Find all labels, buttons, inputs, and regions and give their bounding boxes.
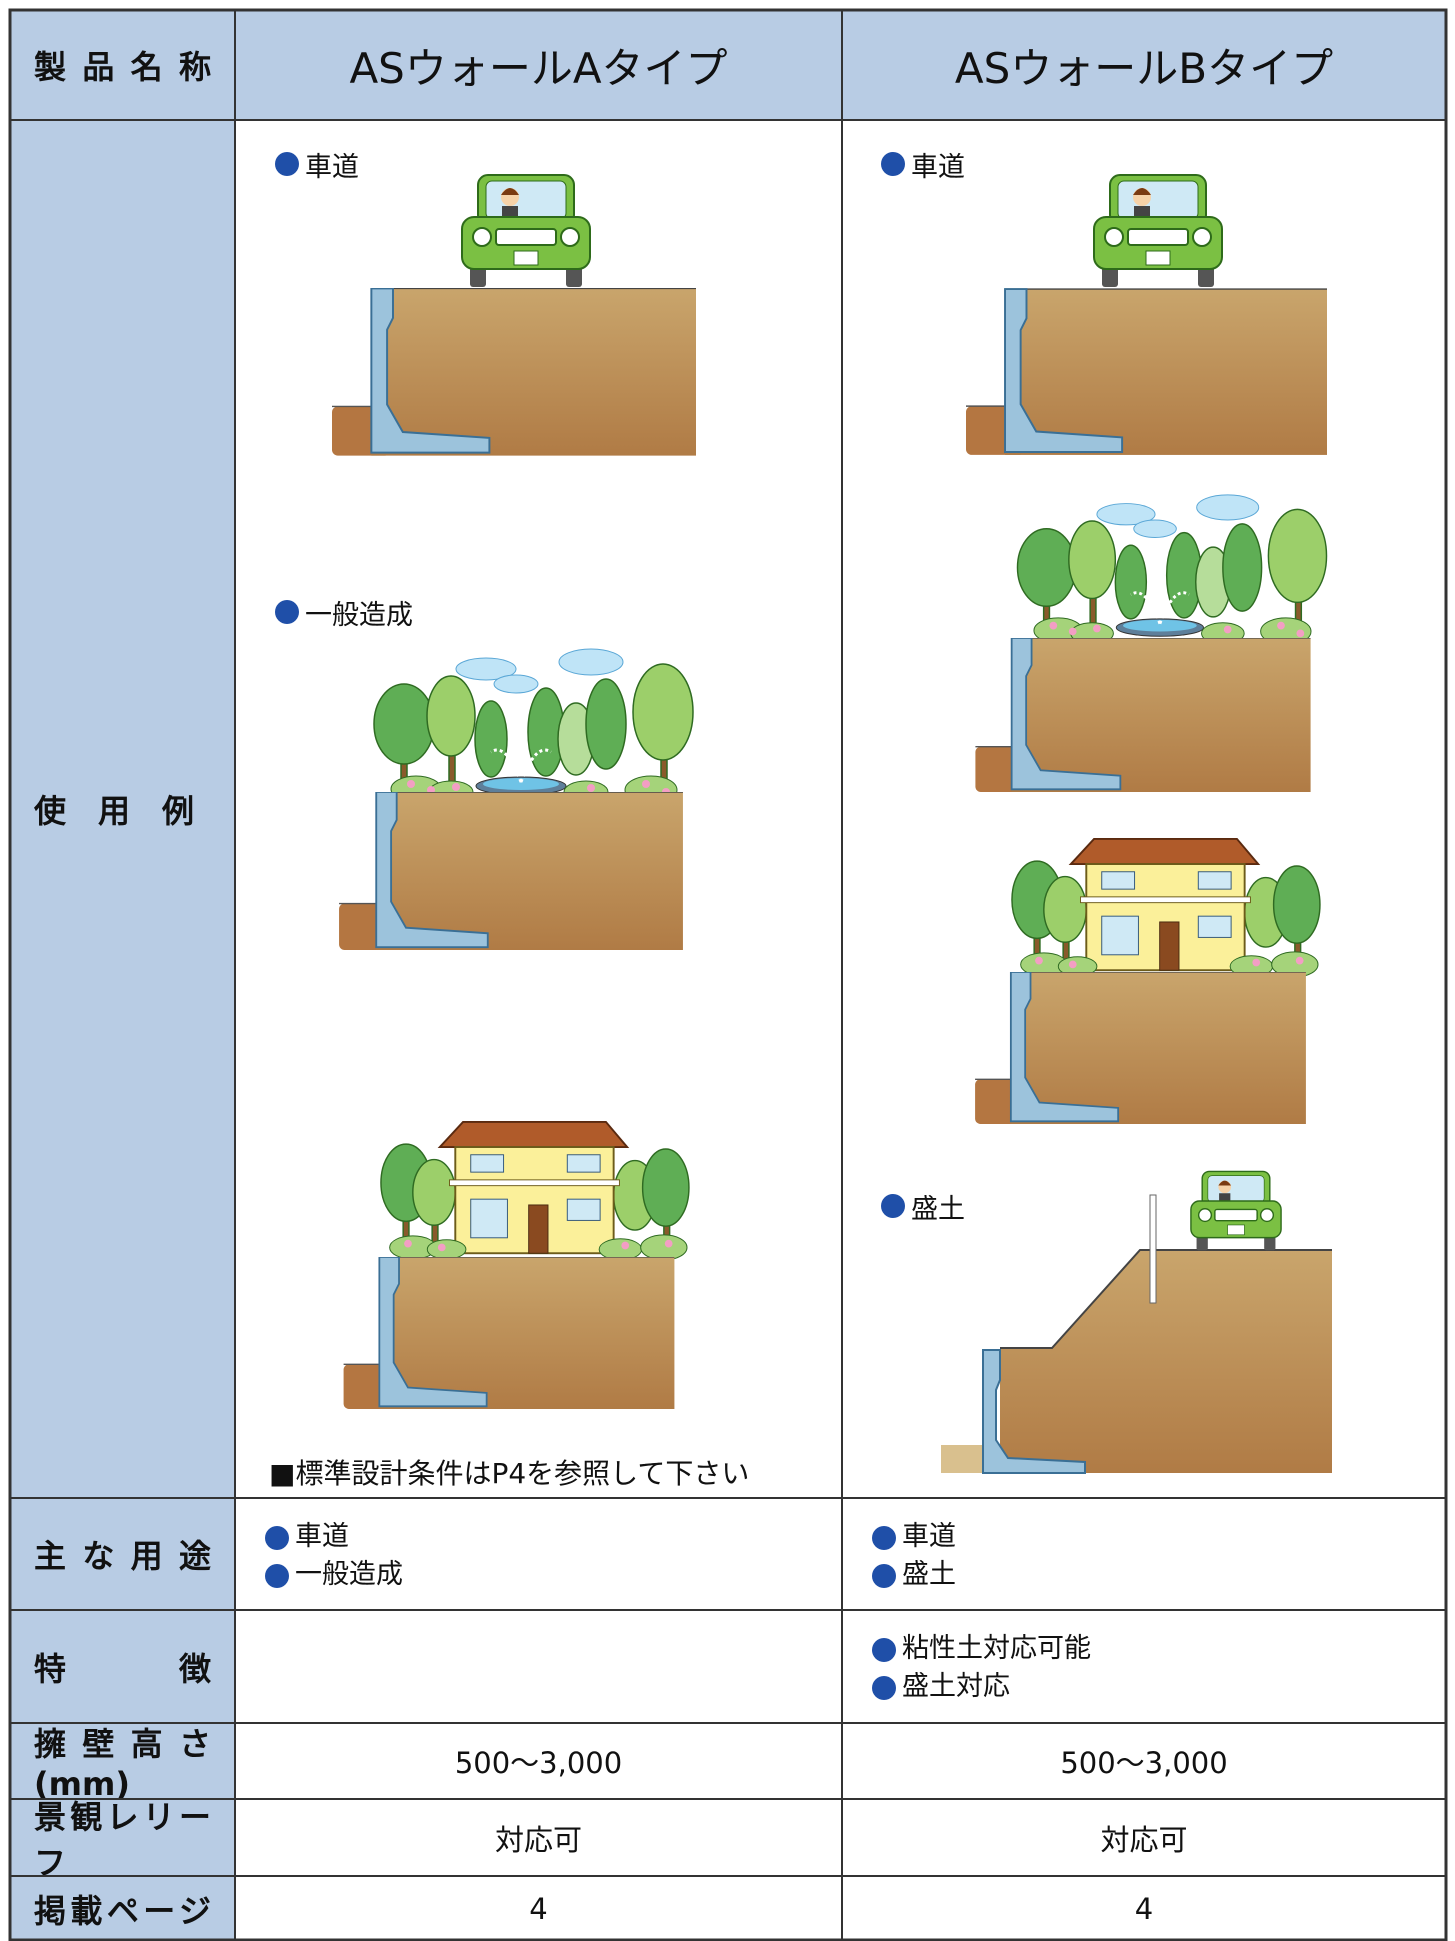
note: ■標準設計条件はP4を参照して下さい <box>269 1457 750 1490</box>
bullet-list: 車道 一般造成 <box>235 1498 842 1610</box>
label-text: 擁壁高さ(mm) <box>34 1725 211 1803</box>
column-header: ASウォールBタイプ <box>842 10 1446 120</box>
embankment <box>941 1170 1332 1474</box>
caption: 一般造成 <box>275 593 413 632</box>
list-item: 一般造成 <box>265 1556 842 1594</box>
row-label: 主な用途 <box>10 1498 235 1610</box>
bullet-list: 粘性土対応可能 盛土対応 <box>842 1610 1446 1723</box>
cell-value: 4 <box>1134 1891 1154 1926</box>
cell-value: 500〜3,000 <box>1060 1746 1228 1780</box>
cell-value: 4 <box>529 1891 548 1926</box>
column-header: ASウォールAタイプ <box>235 10 842 120</box>
list-item: 車道 <box>265 1518 842 1556</box>
row-label: 特徴 <box>10 1610 235 1723</box>
label-text: 製品名称 <box>34 48 211 86</box>
row-label: 使用例 <box>10 120 235 1498</box>
label-text: 景観レリーフ <box>34 1797 211 1882</box>
label-text: 掲載ページ <box>34 1891 211 1930</box>
row-label: 掲載ページ <box>10 1876 235 1941</box>
label-text: 使用例 <box>34 792 194 830</box>
cell-value: 500〜3,000 <box>454 1746 623 1780</box>
list-item: 盛土 <box>872 1556 1446 1594</box>
list-item: 車道 <box>872 1518 1446 1556</box>
bullet-list: 車道 盛土 <box>842 1498 1446 1610</box>
header-label: 製品名称 <box>10 10 235 120</box>
list-item: 粘性土対応可能 <box>872 1630 1446 1668</box>
caption: 車道 <box>881 145 965 184</box>
row-label: 擁壁高さ(mm) <box>10 1723 235 1803</box>
label-text: 特徴 <box>34 1649 211 1688</box>
row-label: 景観レリーフ <box>10 1798 235 1882</box>
cell-value: 対応可 <box>1100 1822 1188 1857</box>
list-item: 盛土対応 <box>872 1668 1446 1706</box>
label-text: 主な用途 <box>34 1537 211 1575</box>
cell-value: 対応可 <box>494 1822 582 1857</box>
caption: 車道 <box>275 145 359 184</box>
caption: 盛土 <box>881 1187 965 1226</box>
